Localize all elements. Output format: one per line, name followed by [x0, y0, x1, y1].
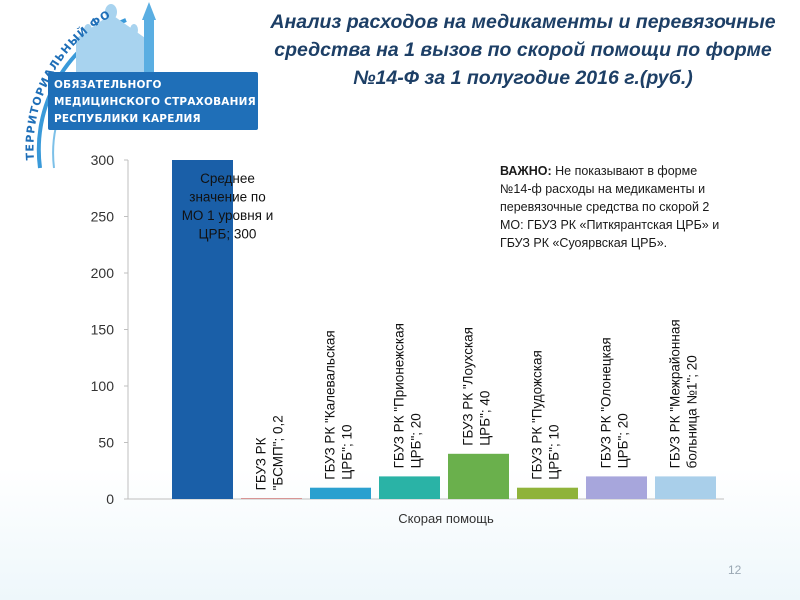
bar-3 [379, 476, 440, 499]
bar-7 [655, 476, 716, 499]
data-label: ГБУЗ РК "Калевальская ЦРБ"; 10 [323, 330, 355, 479]
note-text: Не показывают в форме №14-ф расходы на м… [500, 164, 720, 250]
y-tick-label: 0 [106, 491, 114, 507]
logo-line-2: МЕДИЦИНСКОГО СТРАХОВАНИЯ [54, 96, 256, 108]
important-note: ВАЖНО: Не показывают в форме №14-ф расхо… [500, 162, 722, 252]
y-tick-label: 50 [98, 435, 114, 451]
tfoms-logo: ТЕРРИТОРИАЛЬНЫЙ ФОНД ОБЯЗАТЕЛЬНОГО МЕДИЦ… [1, 0, 258, 170]
data-label: ГБУЗ РК "Прионежская ЦРБ"; 20 [392, 323, 424, 468]
y-tick-label: 150 [91, 322, 115, 338]
y-tick-label: 100 [91, 378, 115, 394]
x-axis-label: Скорая помощь [398, 511, 494, 526]
data-label: ГБУЗ РК "Пудожская ЦРБ"; 10 [530, 350, 562, 480]
logo-line-3: РЕСПУБЛИКИ КАРЕЛИЯ [54, 113, 201, 125]
note-label: ВАЖНО: [500, 164, 552, 178]
bar-1 [241, 498, 302, 499]
data-label: ГБУЗ РК "Лоухская ЦРБ"; 40 [461, 327, 493, 446]
bar-4 [448, 453, 509, 499]
logo-line-1: ОБЯЗАТЕЛЬНОГО [54, 79, 162, 91]
bar-0 [172, 160, 233, 499]
data-label: ГБУЗ РК "Олонецкая ЦРБ"; 20 [599, 337, 631, 468]
y-tick-label: 250 [91, 209, 115, 225]
data-label: ГБУЗ РК "Межрайонная больница №1"; 20 [668, 319, 700, 468]
bar-5 [517, 487, 578, 499]
bar-2 [310, 487, 371, 499]
y-tick-label: 200 [91, 265, 115, 281]
slide-title: Анализ расходов на медикаменты и перевяз… [270, 11, 776, 89]
page-number: 12 [728, 563, 742, 577]
bar-6 [586, 476, 647, 499]
data-label: ГБУЗ РК "БСМП"; 0,2 [254, 415, 286, 490]
y-tick-label: 300 [91, 152, 115, 168]
logo-plate [48, 72, 258, 130]
data-label: Среднее значение по МО 1 уровня и ЦРБ; 300 [182, 171, 274, 242]
